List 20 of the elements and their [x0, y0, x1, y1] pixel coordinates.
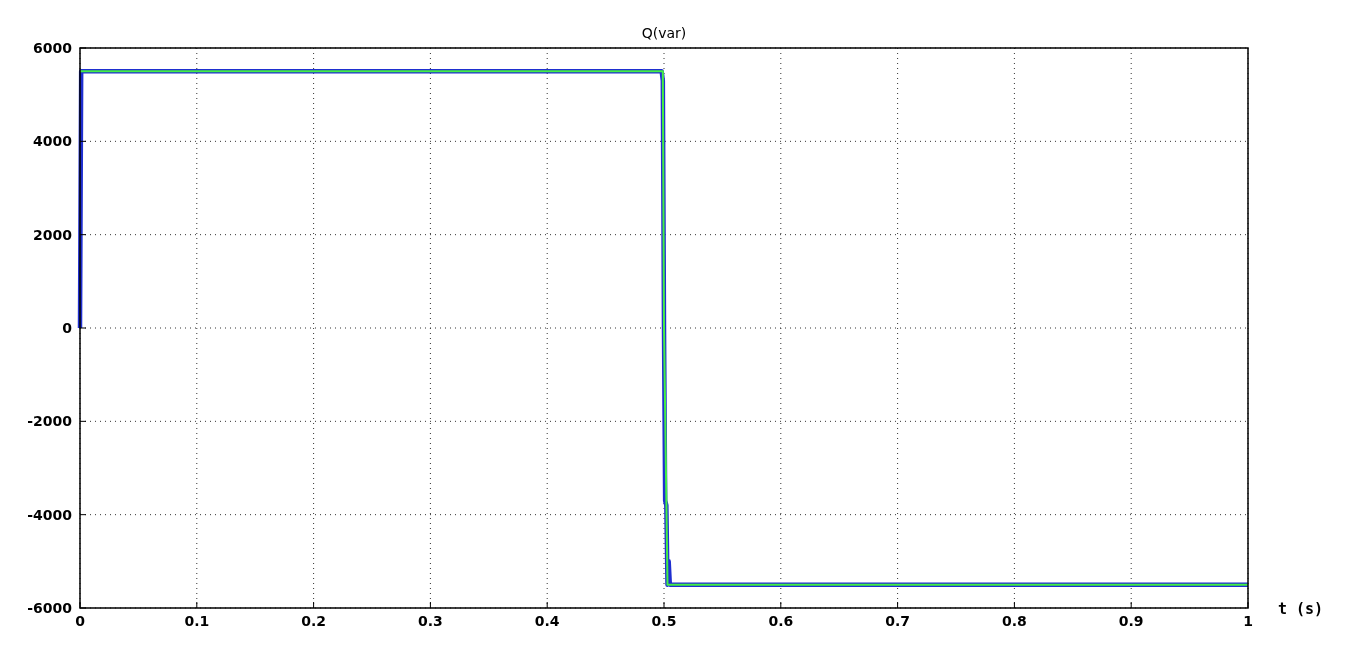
y-tick-label: 0 [62, 320, 73, 336]
y-tick-label: -2000 [27, 413, 73, 430]
y-tick-label: -4000 [27, 506, 73, 523]
x-axis-title: t (s) [1278, 600, 1324, 618]
x-tick-label: 0.7 [885, 613, 911, 629]
x-tick-label: 0.4 [534, 613, 560, 629]
x-tick-label: 0.9 [1118, 613, 1144, 629]
x-tick-label: 0.1 [184, 613, 210, 629]
x-tick-label: 0 [75, 613, 86, 629]
y-tick-label: 6000 [33, 40, 73, 56]
chart-title: Q(var) [641, 25, 687, 41]
y-tick-label: 4000 [33, 133, 73, 150]
y-tick-label: -6000 [27, 600, 73, 616]
x-tick-label: 0.8 [1001, 613, 1027, 629]
x-tick-label: 0.3 [417, 613, 443, 629]
y-tick-label: 2000 [33, 226, 73, 243]
x-tick-label: 0.5 [651, 613, 677, 629]
x-tick-label: 0.6 [768, 613, 794, 629]
x-tick-label: 1 [1243, 613, 1253, 629]
x-tick-label: 0.2 [301, 613, 327, 629]
